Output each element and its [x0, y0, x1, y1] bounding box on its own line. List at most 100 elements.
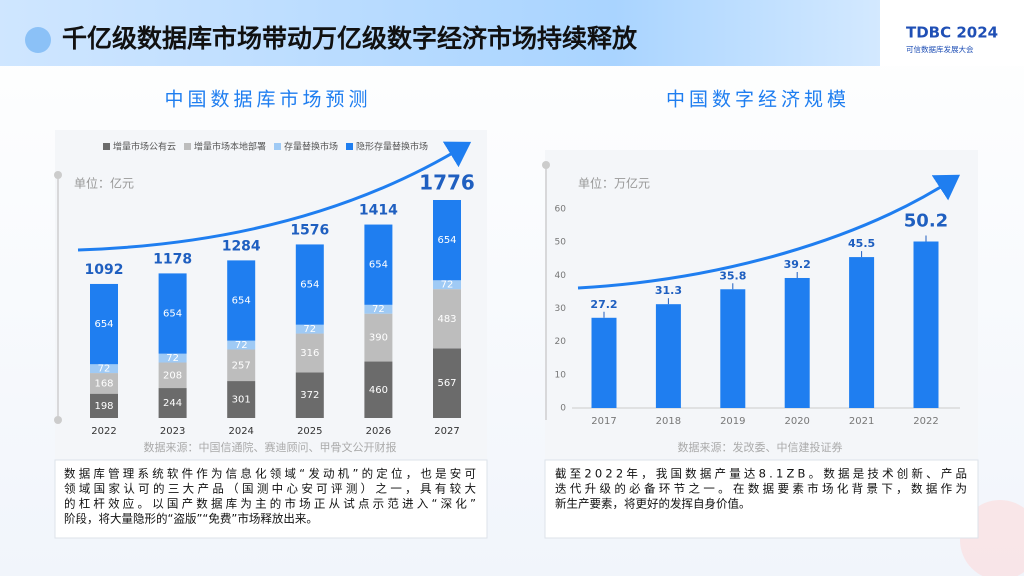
segment-label: 316	[300, 348, 319, 359]
bar-segment	[227, 349, 256, 382]
segment-label: 208	[163, 370, 182, 381]
segment-label: 301	[232, 395, 251, 406]
header-title: 千亿级数据库市场带动万亿级数字经济市场持续释放	[62, 24, 638, 53]
value-label: 31.3	[655, 284, 682, 297]
bar	[591, 317, 617, 408]
x-tick-label: 2019	[720, 416, 745, 427]
bar-segment	[158, 353, 187, 363]
bar-segment	[364, 304, 393, 314]
segment-label: 372	[300, 390, 319, 401]
x-tick-label: 2022	[91, 426, 116, 437]
segment-label: 654	[232, 296, 251, 307]
bar-segment	[364, 361, 393, 418]
note-box	[54, 459, 488, 539]
bar	[655, 304, 681, 408]
source: 数据来源：中国信通院、赛迪顾问、甲骨文公开财报	[144, 440, 397, 454]
x-tick-label: 2018	[656, 416, 681, 427]
total-label: 1178	[153, 251, 192, 267]
bar-segment	[364, 224, 393, 305]
x-tick-label: 2025	[297, 426, 322, 437]
bar-segment	[158, 362, 187, 389]
bar-segment	[158, 388, 187, 418]
decor-dot	[54, 416, 62, 424]
bar-segment	[90, 283, 118, 365]
y-tick-label: 20	[555, 337, 567, 347]
bar-segment	[90, 393, 118, 418]
segment-label: 654	[163, 309, 182, 320]
legend-label: 隐形存量替换市场	[356, 141, 428, 153]
bar-segment	[227, 381, 256, 418]
legend-label: 增量市场公有云	[113, 141, 176, 153]
total-label: 1284	[222, 238, 261, 254]
chart-title: 中国数据库市场预测	[164, 89, 371, 111]
segment-label: 483	[437, 314, 456, 325]
value-label: 45.5	[848, 237, 875, 250]
bar-segment	[90, 373, 118, 394]
value-label: 35.8	[719, 269, 746, 282]
x-tick-label: 2026	[366, 426, 391, 437]
segment-label: 654	[300, 280, 319, 291]
total-label: 1414	[359, 203, 398, 219]
x-tick-label: 2020	[784, 416, 809, 427]
source: 数据来源：发改委、中信建投证券	[678, 440, 843, 454]
segment-label: 72	[235, 340, 248, 351]
segment-label: 460	[369, 385, 388, 396]
segment-label: 654	[437, 235, 456, 246]
x-tick-label: 2022	[913, 416, 938, 427]
logo: TDBC 2024	[906, 24, 998, 42]
x-tick-label: 2027	[434, 426, 459, 437]
value-label: 50.2	[904, 211, 948, 232]
bar	[849, 257, 875, 408]
note-line: 截至2022年，我国数据产量达8.1ZB。数据是技术创新、产品	[555, 467, 967, 481]
bar-segment	[227, 340, 256, 350]
bar-segment	[433, 200, 461, 281]
note-line: 数据库管理系统软件作为信息化领域“发动机”的定位，也是安可	[64, 467, 476, 481]
bar-segment	[364, 313, 393, 362]
panel	[55, 130, 487, 460]
segment-label: 654	[369, 260, 388, 271]
chart-title: 中国数字经济规模	[666, 89, 850, 111]
bar-segment	[295, 372, 324, 418]
note-line: 阶段，将大量隐形的“盗版”“免费”市场释放出来。	[64, 512, 318, 526]
bar-segment	[227, 260, 256, 341]
trend-arrow	[577, 174, 961, 290]
segment-label: 198	[94, 401, 113, 412]
total-label: 1092	[85, 262, 124, 278]
bar-segment	[90, 364, 118, 374]
legend-label: 增量市场本地部署	[194, 141, 266, 153]
legend-swatch	[184, 143, 191, 150]
bar-segment	[433, 348, 461, 418]
x-tick-label: 2023	[160, 426, 185, 437]
logo-area	[880, 0, 1024, 66]
trend-arrow	[77, 141, 472, 252]
note-box	[544, 459, 979, 539]
bar-segment	[158, 273, 187, 354]
segment-label: 72	[372, 304, 385, 315]
note-line: 的杠杆效应。以国产数据库为主的市场正从试点示范进入“深化”	[64, 497, 476, 511]
header-band	[0, 0, 1024, 66]
value-label: 27.2	[590, 298, 617, 311]
decor-dot	[54, 171, 62, 179]
unit-label: 单位：亿元	[74, 176, 134, 191]
total-label: 1576	[290, 222, 329, 238]
y-tick-label: 40	[555, 271, 567, 281]
y-tick-label: 10	[555, 370, 567, 380]
y-tick-label: 30	[555, 304, 567, 314]
total-label: 1776	[419, 171, 475, 195]
bar-segment	[295, 244, 324, 325]
bar	[720, 289, 746, 408]
legend-swatch	[274, 143, 281, 150]
segment-label: 72	[303, 324, 316, 335]
x-tick-label: 2021	[849, 416, 874, 427]
segment-label: 567	[437, 378, 456, 389]
segment-label: 72	[166, 353, 179, 364]
logo-subtitle: 可信数据库发展大会	[906, 44, 974, 54]
segment-label: 654	[94, 319, 113, 330]
bar-segment	[295, 324, 324, 334]
bar-segment	[433, 280, 461, 290]
segment-label: 72	[98, 364, 111, 375]
y-tick-label: 50	[555, 238, 567, 248]
bar-segment	[295, 333, 324, 373]
bar	[784, 277, 810, 408]
